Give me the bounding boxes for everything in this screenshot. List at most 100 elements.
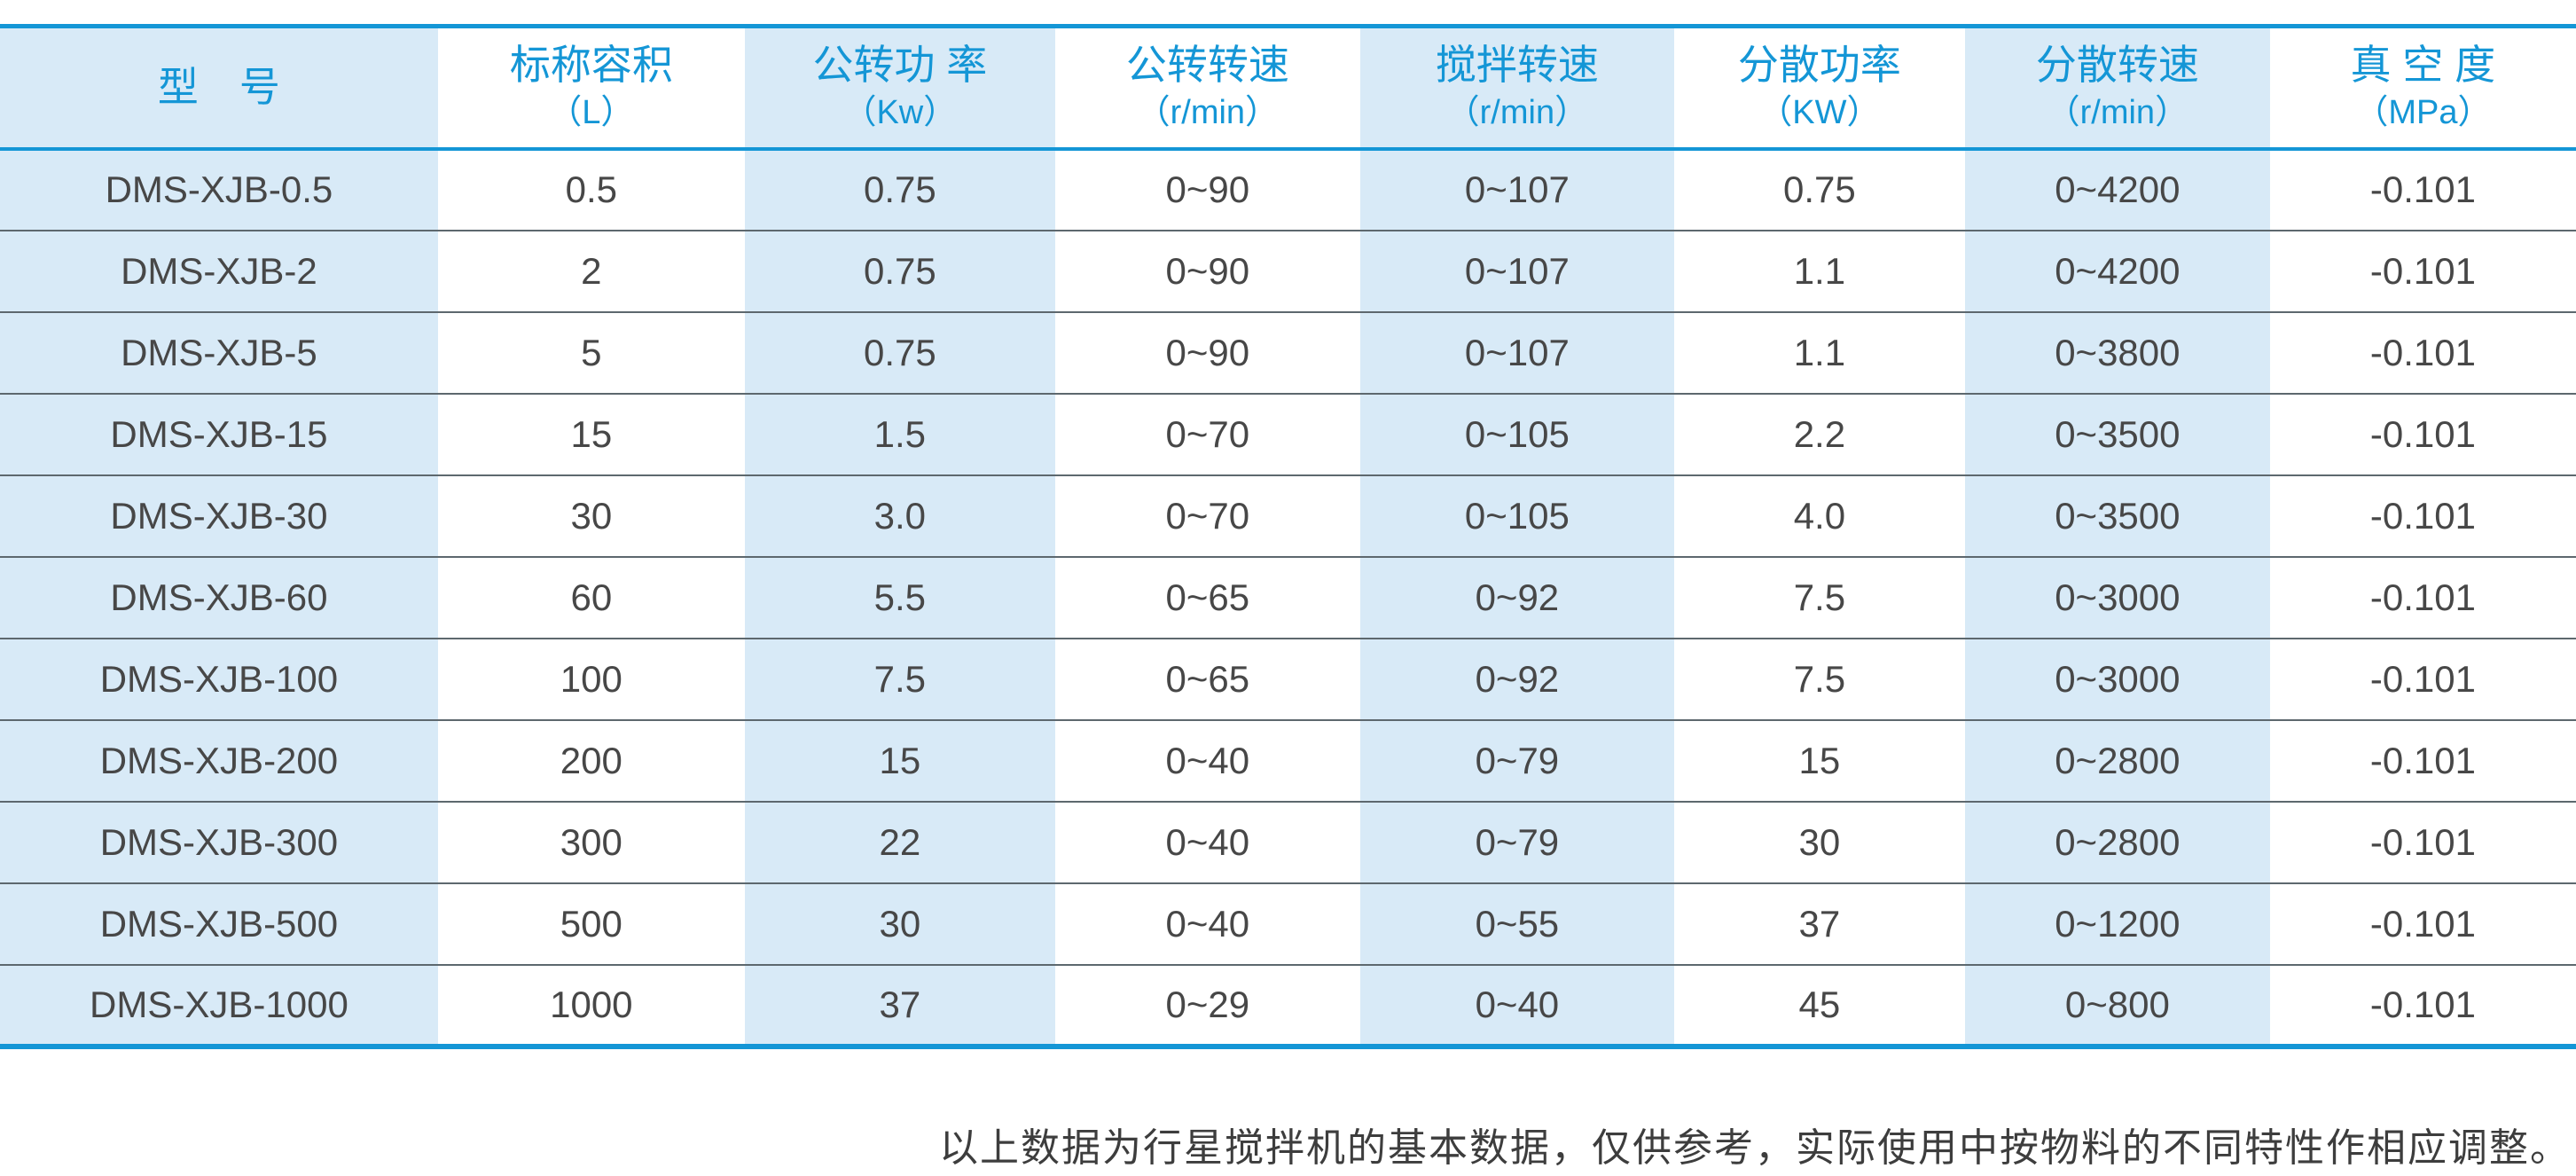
cell-revolution-power: 1.5 xyxy=(744,392,1055,475)
cell-stirring-speed: 0~105 xyxy=(1359,474,1674,557)
cell-dispersion-power: 7.5 xyxy=(1673,555,1965,639)
table-body: DMS-XJB-0.5 0.5 0.75 0~90 0~107 0.75 0~4200 -0.… xyxy=(0,149,2576,1047)
cell-revolution-speed: 0~65 xyxy=(1054,555,1360,639)
cell-model: DMS-XJB-0.5 xyxy=(105,169,333,210)
column-unit: （L） xyxy=(548,93,635,131)
column-title: 型 号 xyxy=(157,64,280,111)
cell-vacuum-degree: -0.101 xyxy=(2269,718,2576,802)
cell-dispersion-power: 1.1 xyxy=(1673,310,1965,394)
cell-stirring-speed: 0~92 xyxy=(1359,555,1674,639)
cell-nominal-capacity: 5 xyxy=(437,310,745,394)
cell-model: DMS-XJB-30 xyxy=(0,474,438,557)
column-header-stirring-speed: 搅拌转速 （r/min） xyxy=(1359,26,1674,151)
planetary-mixer-spec-table: 型 号 标称容积 （L） 公转功 率 （Kw） 公转转速 （r/min） 搅拌转速 （r/min… xyxy=(0,24,2576,1049)
cell-dispersion-speed: 0~800 xyxy=(1964,963,2270,1047)
column-unit: （r/min） xyxy=(1445,93,1589,131)
cell-vacuum-degree: -0.101 xyxy=(2269,474,2576,557)
cell-revolution-speed: 0~40 xyxy=(1054,882,1360,965)
cell-vacuum-degree: -0.101 xyxy=(2269,229,2576,312)
cell-vacuum-degree: -0.101 xyxy=(2269,310,2576,394)
cell-model: DMS-XJB-1000 xyxy=(0,963,438,1047)
table-row: DMS-XJB-30 30 3.0 0~70 0~105 4.0 0~3500 -0.101 xyxy=(0,474,2576,557)
column-header-model: 型 号 xyxy=(0,26,438,151)
cell-revolution-power: 5.5 xyxy=(744,555,1055,639)
cell-revolution-power: 3.0 xyxy=(744,474,1055,557)
cell-dispersion-power: 2.2 xyxy=(1673,392,1965,475)
cell-revolution-power: 0.75 xyxy=(863,169,936,210)
cell-stirring-speed: 0~92 xyxy=(1359,637,1674,720)
cell-revolution-speed: 0~90 xyxy=(1054,310,1360,394)
cell-nominal-capacity: 500 xyxy=(437,882,745,965)
cell-dispersion-speed: 0~3000 xyxy=(1964,555,2270,639)
cell-dispersion-speed: 0~2800 xyxy=(1964,800,2270,883)
cell-model: DMS-XJB-100 xyxy=(0,637,438,720)
cell-nominal-capacity: 1000 xyxy=(437,963,745,1047)
column-header-nominal-capacity: 标称容积 （L） xyxy=(437,26,745,151)
column-title: 真 空 度 xyxy=(2350,42,2496,89)
cell-dispersion-speed: 0~3000 xyxy=(1964,637,2270,720)
cell-dispersion-power: 45 xyxy=(1673,963,1965,1047)
cell-model: DMS-XJB-300 xyxy=(0,800,438,883)
column-header-vacuum-degree: 真 空 度 （MPa） xyxy=(2269,26,2576,151)
cell-dispersion-power: 0.75 xyxy=(1783,169,1856,210)
column-unit: （Kw） xyxy=(842,93,958,131)
header-row: 型 号 标称容积 （L） 公转功 率 （Kw） 公转转速 （r/min） 搅拌转速 （r/min… xyxy=(0,26,2576,151)
cell-dispersion-power: 7.5 xyxy=(1673,637,1965,720)
cell-stirring-speed: 0~107 xyxy=(1359,310,1674,394)
cell-stirring-speed: 0~107 xyxy=(1359,229,1674,312)
cell-nominal-capacity: 300 xyxy=(437,800,745,883)
spec-table-section: 型 号 标称容积 （L） 公转功 率 （Kw） 公转转速 （r/min） 搅拌转速 （r/min… xyxy=(0,24,2576,1049)
cell-dispersion-power: 37 xyxy=(1673,882,1965,965)
cell-model: DMS-XJB-500 xyxy=(0,882,438,965)
cell-vacuum-degree: -0.101 xyxy=(2269,963,2576,1047)
column-unit: （r/min） xyxy=(1136,93,1280,131)
cell-dispersion-speed: 0~2800 xyxy=(1964,718,2270,802)
table-row: DMS-XJB-300 300 22 0~40 0~79 30 0~2800 -0.101 xyxy=(0,800,2576,883)
cell-dispersion-speed: 0~3500 xyxy=(1964,392,2270,475)
column-title: 分散转速 xyxy=(2035,42,2199,89)
cell-dispersion-speed: 0~4200 xyxy=(1964,229,2270,312)
table-row: DMS-XJB-1000 1000 37 0~29 0~40 45 0~800 -0.101 xyxy=(0,963,2576,1047)
cell-revolution-speed: 0~40 xyxy=(1054,800,1360,883)
cell-revolution-speed: 0~90 xyxy=(1054,229,1360,312)
column-unit: （r/min） xyxy=(2046,93,2189,131)
column-header-dispersion-power: 分散功率 （KW） xyxy=(1673,26,1965,151)
cell-vacuum-degree: -0.101 xyxy=(2269,882,2576,965)
column-title: 分散功率 xyxy=(1737,42,1901,89)
cell-revolution-speed: 0~40 xyxy=(1054,718,1360,802)
cell-dispersion-power: 1.1 xyxy=(1673,229,1965,312)
cell-revolution-power: 22 xyxy=(744,800,1055,883)
cell-nominal-capacity: 15 xyxy=(437,392,745,475)
cell-revolution-power: 7.5 xyxy=(744,637,1055,720)
column-title: 标称容积 xyxy=(509,42,673,89)
cell-revolution-speed: 0~65 xyxy=(1054,637,1360,720)
cell-nominal-capacity: 0.5 xyxy=(565,169,618,210)
cell-stirring-speed: 0~79 xyxy=(1359,718,1674,802)
cell-vacuum-degree: -0.101 xyxy=(2269,637,2576,720)
cell-model: DMS-XJB-5 xyxy=(0,310,438,394)
cell-model: DMS-XJB-60 xyxy=(0,555,438,639)
cell-dispersion-power: 15 xyxy=(1673,718,1965,802)
cell-vacuum-degree: -0.101 xyxy=(2269,392,2576,475)
cell-dispersion-power: 30 xyxy=(1673,800,1965,883)
column-title: 公转转速 xyxy=(1125,42,1289,89)
cell-vacuum-degree: -0.101 xyxy=(2369,169,2476,210)
cell-revolution-power: 0.75 xyxy=(744,229,1055,312)
cell-model: DMS-XJB-15 xyxy=(0,392,438,475)
table-row: DMS-XJB-0.5 0.5 0.75 0~90 0~107 0.75 0~4200 -0.… xyxy=(0,149,2576,231)
column-header-dispersion-speed: 分散转速 （r/min） xyxy=(1964,26,2270,151)
cell-revolution-power: 15 xyxy=(744,718,1055,802)
table-row: DMS-XJB-100 100 7.5 0~65 0~92 7.5 0~3000 -0.101 xyxy=(0,637,2576,720)
cell-nominal-capacity: 200 xyxy=(437,718,745,802)
cell-revolution-speed: 0~90 xyxy=(1165,169,1250,210)
cell-stirring-speed: 0~107 xyxy=(1464,169,1570,210)
cell-revolution-speed: 0~29 xyxy=(1054,963,1360,1047)
column-unit: （KW） xyxy=(1758,93,1881,131)
cell-model: DMS-XJB-2 xyxy=(0,229,438,312)
cell-model: DMS-XJB-200 xyxy=(0,718,438,802)
cell-dispersion-speed: 0~4200 xyxy=(2055,169,2181,210)
cell-vacuum-degree: -0.101 xyxy=(2269,800,2576,883)
table-header: 型 号 标称容积 （L） 公转功 率 （Kw） 公转转速 （r/min） 搅拌转速 （r/min… xyxy=(0,26,2576,151)
cell-revolution-speed: 0~70 xyxy=(1054,392,1360,475)
cell-stirring-speed: 0~105 xyxy=(1359,392,1674,475)
